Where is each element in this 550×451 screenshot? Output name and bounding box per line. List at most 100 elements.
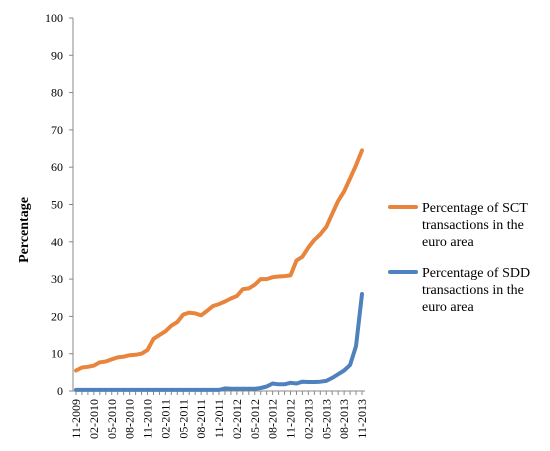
data-point (236, 295, 238, 297)
legend-item-1: Percentage of SCT transactions in the euro… (388, 201, 528, 250)
data-point (182, 313, 185, 316)
data-point (349, 177, 351, 180)
data-point (307, 381, 310, 383)
data-point (230, 297, 232, 300)
y-tick-label: 20 (51, 309, 63, 323)
data-point (253, 283, 256, 286)
x-tick-label: 05-2011 (176, 399, 190, 439)
data-point (140, 389, 143, 391)
y-axis-title: Percentage (17, 197, 32, 263)
x-axis: 11-2009 02-2010 05-2010 08-2010 11-2010 02-20… (69, 390, 369, 439)
series-line (74, 148, 364, 373)
data-point (331, 377, 334, 379)
x-tick-label: 02-2013 (301, 399, 315, 439)
data-point (164, 330, 167, 333)
data-point (319, 233, 322, 236)
data-point (81, 366, 83, 369)
x-tick-label: 08-2011 (194, 399, 208, 439)
data-point (134, 354, 137, 356)
data-point (158, 389, 161, 391)
data-point (277, 275, 280, 278)
legend: Percentage of SCT transactions in the euro… (388, 201, 530, 315)
data-point (283, 383, 286, 386)
data-point (236, 387, 238, 390)
data-point (122, 389, 125, 391)
y-axis: 0 10 20 30 40 50 60 70 80 90 100 (45, 11, 74, 398)
y-tick-label: 0 (57, 384, 63, 398)
y-tick-label: 60 (51, 160, 63, 174)
data-point (99, 389, 101, 391)
data-point (75, 389, 77, 391)
data-point (361, 293, 363, 295)
y-tick-label: 50 (51, 198, 63, 212)
data-point (170, 389, 173, 391)
data-point (265, 385, 268, 388)
x-tick-label: 11-2013 (355, 399, 369, 439)
data-point (188, 311, 191, 314)
x-tick-label: 11-2009 (69, 399, 83, 439)
data-point (152, 337, 155, 340)
x-tick-label: 02-2010 (87, 399, 101, 439)
data-point (158, 334, 161, 336)
x-tick-label: 11-2010 (141, 399, 155, 439)
data-point (110, 358, 113, 361)
x-tick-label: 08-2010 (123, 399, 137, 439)
data-point (164, 389, 167, 391)
data-point (93, 364, 95, 367)
data-point (313, 239, 316, 241)
x-tick-label: 05-2010 (105, 399, 119, 439)
y-tick-label: 90 (51, 48, 63, 62)
data-point (194, 389, 196, 391)
data-point (295, 259, 298, 262)
data-point (200, 389, 202, 391)
data-point (75, 369, 77, 372)
data-point (176, 321, 179, 323)
data-point (110, 389, 113, 391)
data-point (337, 199, 339, 202)
data-point (355, 345, 357, 348)
data-point (325, 380, 328, 382)
data-point (247, 287, 250, 290)
data-point (93, 389, 95, 391)
series-2 (74, 292, 364, 392)
x-tick-label: 08-2012 (266, 399, 280, 439)
data-point (99, 361, 101, 364)
y-tick-label: 70 (51, 123, 63, 137)
data-point (313, 381, 316, 383)
data-point (146, 349, 149, 351)
y-tick-label: 10 (51, 347, 63, 361)
data-point (343, 190, 345, 193)
data-point (259, 387, 262, 389)
data-point (122, 355, 125, 358)
data-point (230, 387, 232, 390)
data-point (188, 389, 191, 391)
data-point (242, 387, 244, 390)
data-point (289, 274, 292, 277)
y-tick-label: 80 (51, 86, 63, 100)
data-point (206, 310, 208, 312)
legend-label: Percentage of SDD transactions in the euro… (422, 266, 530, 315)
data-point (134, 389, 137, 391)
data-point (146, 389, 149, 391)
data-point (301, 380, 304, 383)
data-point (277, 383, 280, 386)
data-point (152, 389, 155, 391)
data-point (265, 278, 268, 280)
y-tick-label: 30 (51, 272, 63, 286)
data-point (224, 300, 226, 303)
data-point (337, 373, 339, 376)
x-tick-label: 02-2012 (230, 399, 244, 439)
data-point (170, 324, 173, 327)
data-point (355, 164, 357, 167)
data-point (87, 389, 89, 391)
data-point (212, 389, 214, 391)
data-point (87, 365, 89, 368)
data-point (104, 389, 107, 391)
data-point (176, 389, 179, 391)
data-point (242, 288, 244, 290)
data-point (271, 276, 274, 279)
data-point (295, 382, 298, 385)
data-point (331, 213, 334, 215)
data-point (301, 255, 304, 258)
